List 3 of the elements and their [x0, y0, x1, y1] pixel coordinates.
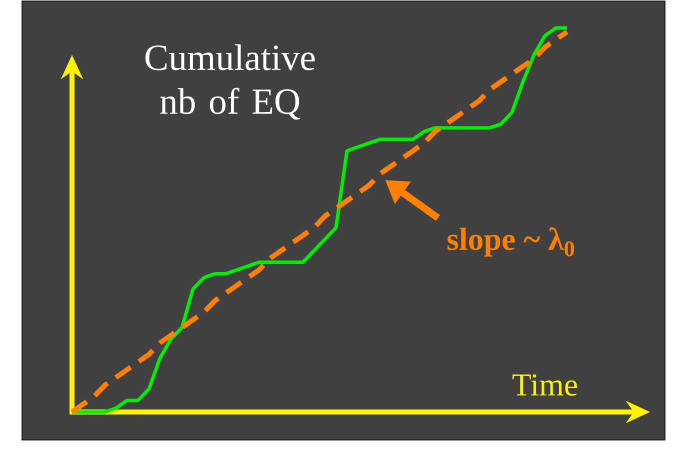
x-axis-title: Time: [512, 374, 577, 396]
annotation: slope ~ λ$_{0}$: [447, 227, 574, 257]
y-axis-title: Cumulative nb of EQ: [146, 44, 315, 120]
